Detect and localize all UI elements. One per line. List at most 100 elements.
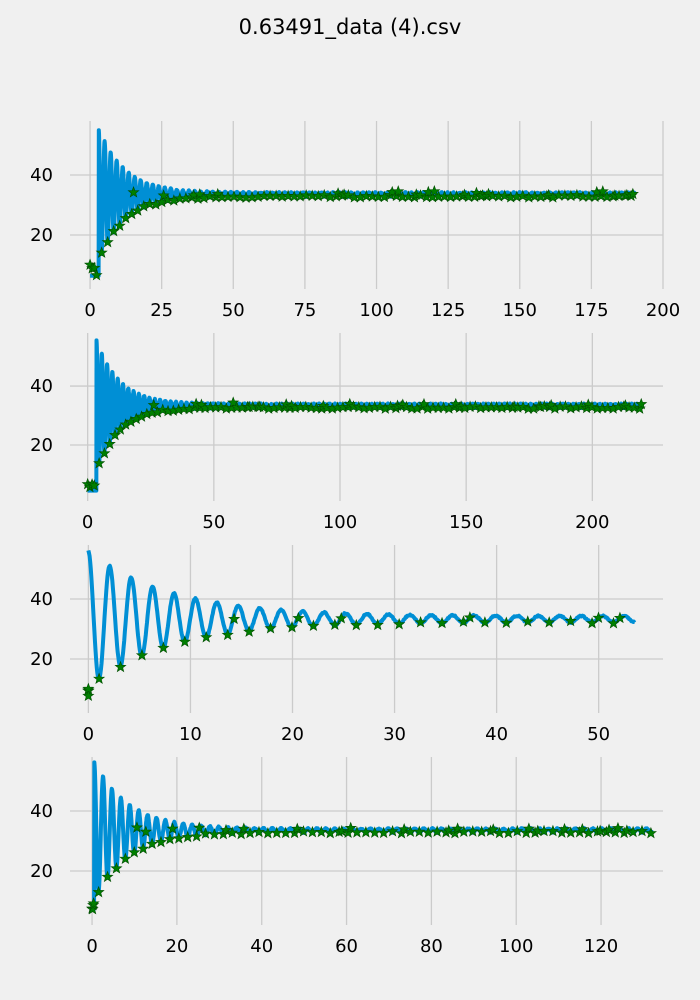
marker-star: [414, 189, 427, 201]
marker-star: [559, 400, 572, 412]
marker-star: [318, 188, 331, 201]
marker-star: [161, 193, 174, 206]
marker-star: [613, 611, 626, 624]
marker-star: [438, 190, 451, 202]
marker-star: [82, 682, 95, 695]
marker-star: [431, 825, 444, 837]
marker-star: [498, 189, 511, 201]
marker-star: [92, 885, 105, 898]
marker-star: [90, 268, 103, 281]
marker-star: [517, 400, 530, 413]
marker-star: [592, 611, 605, 624]
marker-star: [93, 456, 106, 469]
marker-star: [103, 437, 116, 450]
marker-star: [119, 852, 132, 865]
marker-star: [300, 189, 313, 201]
marker-star: [602, 823, 616, 835]
marker-star: [307, 619, 320, 632]
marker-star: [324, 826, 337, 839]
x-tick-label: 0: [86, 936, 97, 957]
x-tick-label: 30: [383, 724, 406, 745]
marker-star: [88, 261, 101, 274]
marker-star: [270, 189, 283, 202]
marker-star: [101, 870, 114, 883]
marker-star: [486, 189, 499, 201]
marker-star: [128, 846, 141, 858]
marker-star: [108, 428, 122, 441]
marker-star: [146, 837, 159, 850]
x-tick-label: 50: [202, 512, 225, 533]
marker-star: [414, 616, 427, 628]
y-tick-label: 40: [30, 589, 53, 610]
marker-series: [82, 611, 626, 702]
marker-star: [227, 190, 241, 202]
marker-star: [558, 189, 571, 201]
marker-star: [611, 821, 624, 834]
marker-star: [522, 822, 535, 834]
x-tick-label: 200: [575, 512, 609, 533]
marker-star: [226, 826, 239, 838]
y-tick-label: 20: [30, 861, 53, 882]
marker-star: [466, 825, 479, 837]
marker-star: [190, 830, 203, 842]
marker-star: [88, 479, 101, 491]
marker-star: [200, 630, 213, 643]
marker-star: [233, 190, 247, 203]
marker-star: [335, 824, 348, 837]
x-tick-label: 60: [335, 936, 358, 957]
marker-star: [620, 824, 633, 836]
marker-star: [487, 823, 500, 835]
marker-star: [252, 825, 266, 838]
marker-star: [350, 618, 363, 631]
marker-star: [285, 621, 299, 633]
marker-star: [110, 862, 123, 874]
marker-star: [282, 189, 295, 202]
marker-series: [84, 185, 639, 281]
marker-star: [570, 188, 583, 201]
marker-star: [442, 824, 455, 836]
marker-star: [393, 617, 406, 630]
x-tick-label: 120: [584, 936, 618, 957]
marker-star: [500, 616, 513, 629]
marker-star: [143, 197, 156, 210]
marker-star: [377, 826, 390, 839]
marker-star: [98, 447, 111, 459]
marker-star: [219, 823, 233, 836]
marker-series: [81, 396, 648, 493]
series-line: [90, 760, 654, 911]
marker-star: [626, 187, 639, 200]
x-tick-label: 50: [222, 300, 245, 321]
marker-star: [221, 628, 234, 641]
x-tick-label: 200: [646, 300, 680, 321]
x-tick-label: 150: [449, 512, 483, 533]
marker-star: [135, 649, 149, 661]
marker-star: [147, 398, 160, 411]
x-tick-label: 175: [574, 300, 608, 321]
x-tick-label: 0: [84, 300, 95, 321]
y-tick-label: 40: [30, 376, 53, 397]
marker-star: [154, 835, 168, 848]
marker-star: [402, 190, 415, 202]
marker-star: [114, 660, 127, 673]
marker-star: [172, 832, 185, 844]
marker-star: [558, 822, 571, 835]
marker-star: [475, 825, 488, 837]
x-tick-label: 80: [420, 936, 443, 957]
subplot-2: 0 50 100 150 200 20 40: [30, 333, 663, 533]
marker-star: [93, 672, 106, 685]
marker-star: [203, 189, 216, 202]
marker-star: [335, 612, 348, 624]
marker-star: [435, 616, 449, 629]
marker-star: [166, 822, 179, 834]
x-tick-label: 100: [323, 512, 357, 533]
subplot-4: 0 20 40 60 80 100 120 20 40: [30, 757, 663, 957]
marker-star: [359, 825, 372, 838]
marker-star: [228, 612, 241, 625]
marker-star: [214, 400, 228, 413]
x-tick-label: 100: [359, 300, 393, 321]
series-line: [86, 549, 637, 682]
marker-star: [328, 618, 341, 630]
x-tick-label: 25: [150, 300, 173, 321]
marker-star: [386, 824, 399, 837]
figure-title: 0.63491_data (4).csv: [238, 15, 462, 39]
